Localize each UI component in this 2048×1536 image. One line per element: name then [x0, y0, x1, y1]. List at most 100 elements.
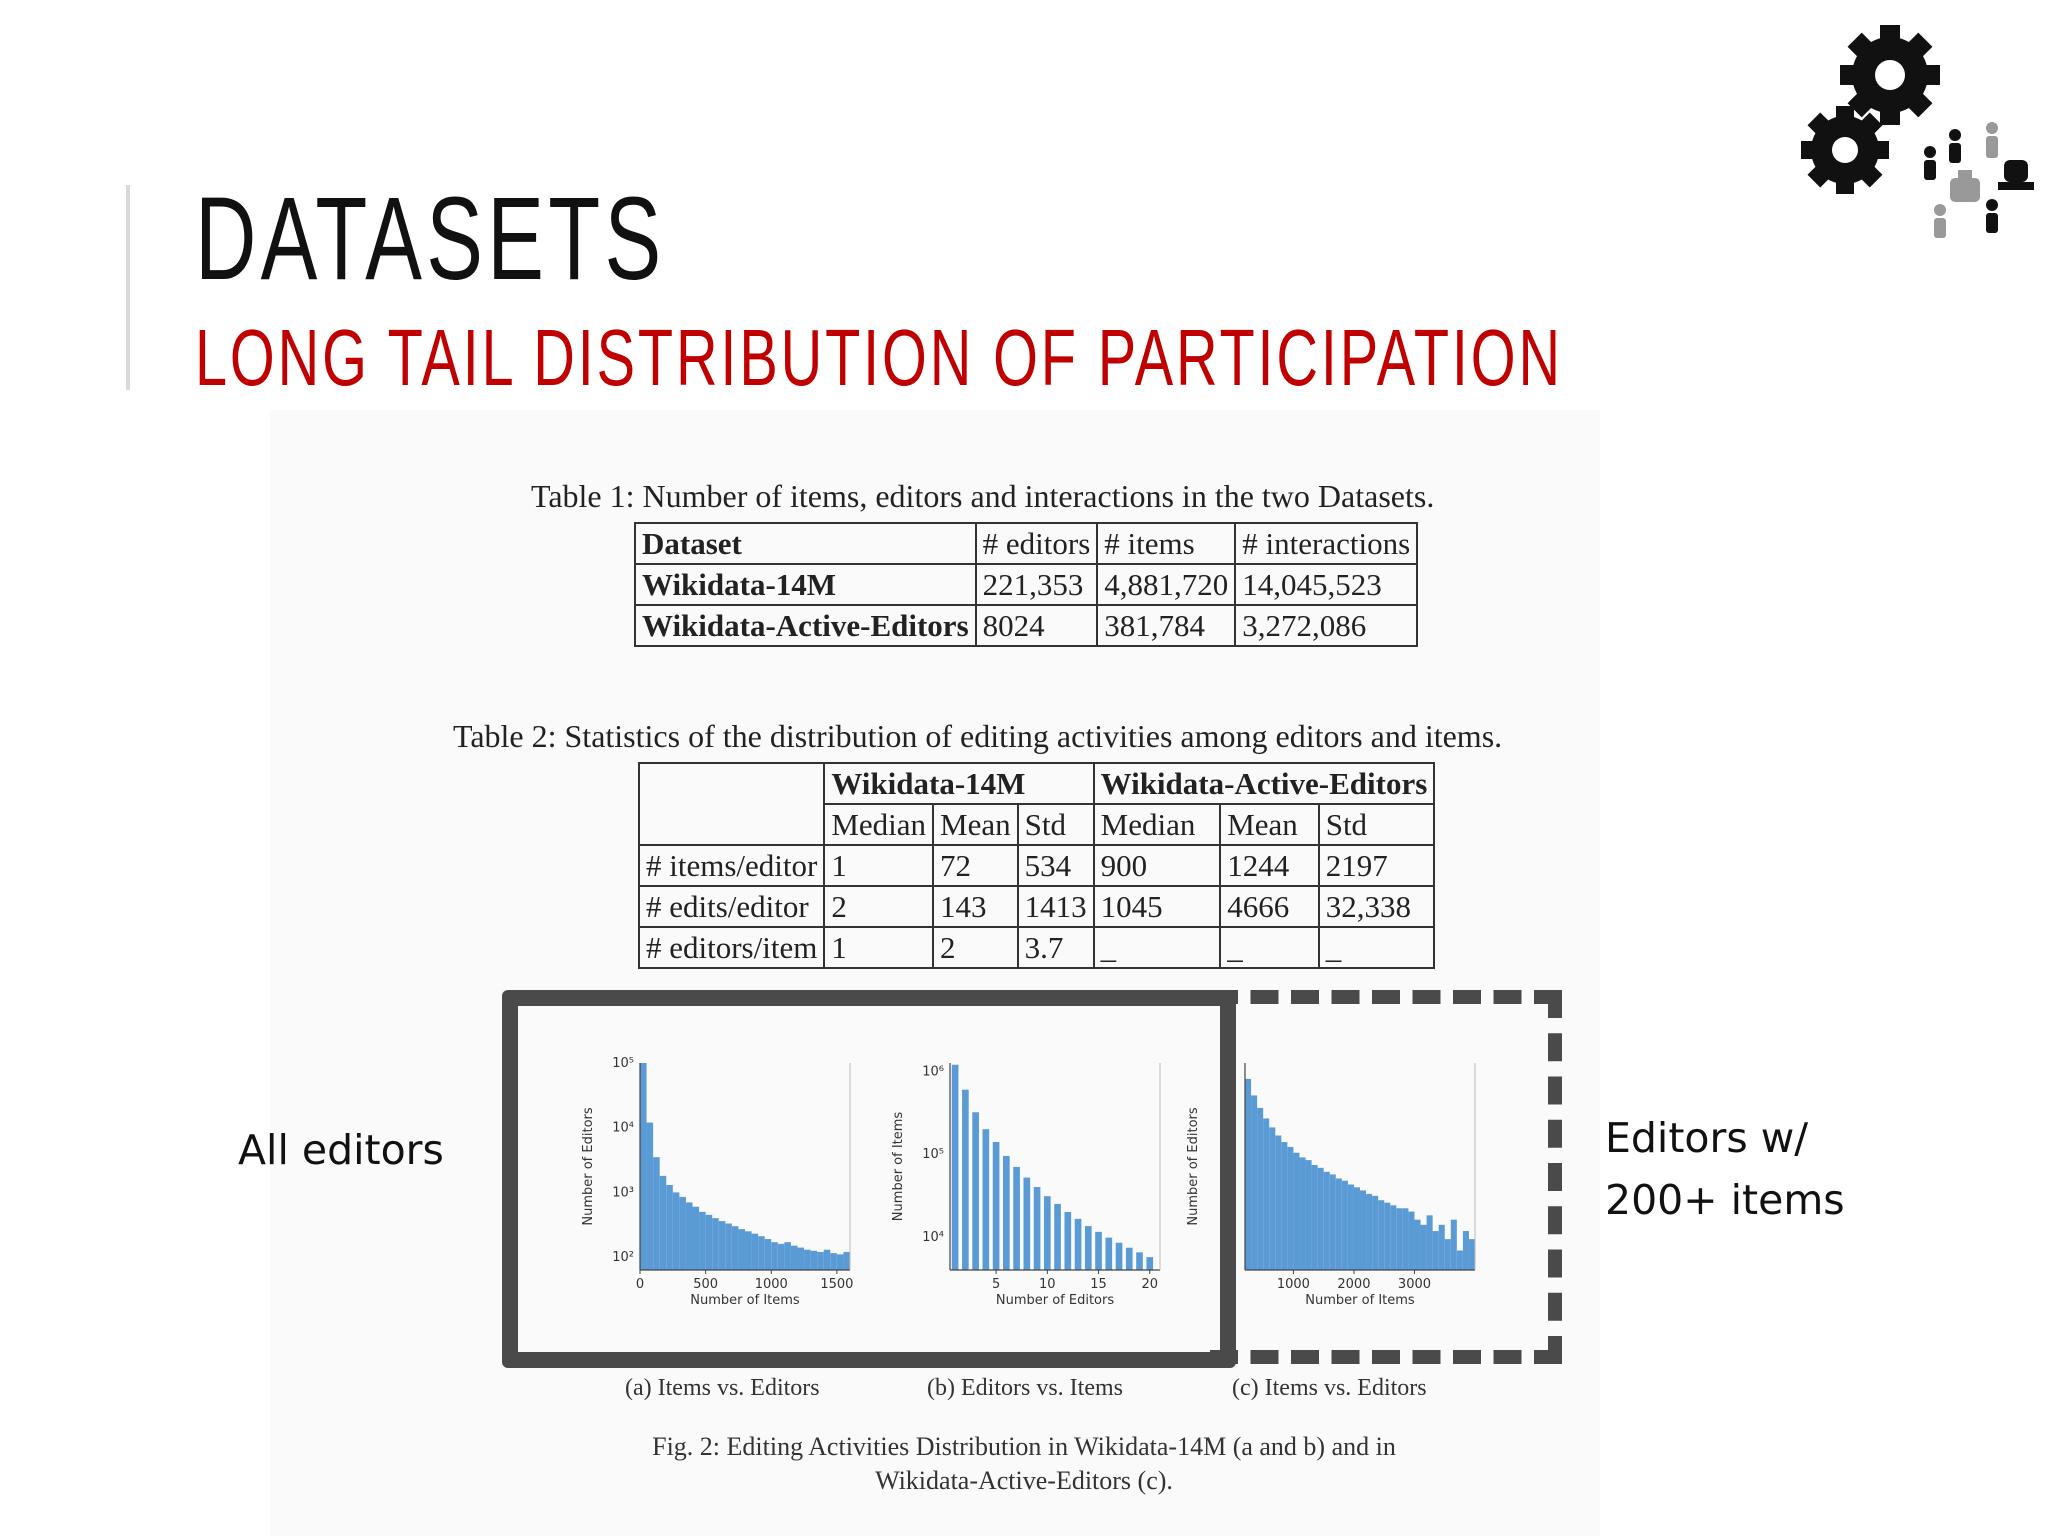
chart-bar: [1287, 1146, 1294, 1270]
table-cell: 1244: [1219, 844, 1320, 887]
figure-caption-line1: Fig. 2: Editing Activities Distribution …: [652, 1432, 1396, 1461]
chart-bar: [784, 1242, 791, 1270]
chart-bar: [962, 1089, 969, 1270]
table1-header: # interactions: [1234, 522, 1419, 565]
chart-editors-vs-items: 5 10 15 20 10⁴ 10⁵ 10⁶ Number of Editors Number …: [891, 1063, 1161, 1308]
chart-bar: [1105, 1237, 1113, 1270]
table-cell: 4666: [1219, 885, 1320, 928]
chart-bar: [712, 1218, 719, 1270]
chart-bar: [992, 1141, 1000, 1270]
chart-bar: [1013, 1166, 1020, 1270]
chart-bar: [1323, 1171, 1330, 1270]
chart-bar: [1329, 1174, 1336, 1270]
chart-bar: [659, 1175, 667, 1270]
chart-bar: [1450, 1219, 1457, 1270]
table-row: # items/editor 1 72 534 900 1244 2197: [637, 844, 1436, 887]
chart-bar: [1311, 1164, 1318, 1270]
chart-bar: [951, 1064, 959, 1270]
chart-bar: [1456, 1250, 1463, 1270]
chart-bar: [972, 1112, 979, 1270]
chart-bar: [1275, 1135, 1282, 1270]
chart-bar: [1281, 1142, 1288, 1270]
chart-y-axis-label: Number of Items: [891, 1112, 906, 1222]
table-cell: 900: [1092, 844, 1222, 887]
chart-y-tick-label: 10³: [612, 1185, 634, 1200]
gears-and-people-icon: [1801, 25, 2034, 238]
table2: Wikidata-14M Wikidata-Active-Editors Med…: [637, 762, 1436, 969]
chart-bar: [1023, 1177, 1031, 1270]
title-accent-bar: [126, 185, 130, 390]
figure-subcaption-a: (a) Items vs. Editors: [625, 1375, 820, 1401]
table-row: # edits/editor 2 143 1413 1045 4666 32,3…: [637, 885, 1436, 928]
table-cell: 14,045,523: [1234, 563, 1419, 606]
table-cell: 221,353: [974, 563, 1099, 606]
chart-x-tick-label: 0: [636, 1277, 644, 1292]
slide-subtitle: LONG TAIL DISTRIBUTION OF PARTICIPATION: [195, 313, 1563, 402]
chart-bar: [1426, 1215, 1433, 1270]
chart-bar: [1462, 1231, 1469, 1270]
chart-bar: [790, 1245, 798, 1270]
table-cell: 3,272,086: [1234, 604, 1419, 647]
table-cell: 534: [1016, 844, 1095, 887]
table-cell: 1: [823, 926, 935, 969]
chart-bar: [738, 1229, 745, 1270]
chart-bar: [982, 1129, 990, 1270]
chart-bar: [699, 1211, 706, 1270]
table1-caption: Table 1: Number of items, editors and in…: [531, 478, 1435, 514]
chart-x-axis-label: Number of Items: [690, 1293, 800, 1308]
table-cell: 72: [932, 844, 1019, 887]
chart-bar: [725, 1223, 732, 1270]
chart-bar: [1003, 1155, 1010, 1270]
chart-bar: [731, 1226, 739, 1270]
chart-bar: [1115, 1242, 1123, 1270]
chart-bar: [1444, 1239, 1451, 1270]
table-cell: 3.7: [1016, 926, 1095, 969]
chart-y-tick-label: 10²: [612, 1250, 634, 1265]
chart-bar: [1257, 1107, 1264, 1270]
table-row: Wikidata-14M 221,353 4,881,720 14,045,52…: [634, 563, 1419, 606]
table1-header-row: Dataset # editors # items # interactions: [634, 522, 1419, 565]
chart-bar: [653, 1157, 660, 1270]
chart-bar: [1084, 1226, 1092, 1270]
table-cell: _: [1219, 926, 1320, 969]
chart-x-tick-label: 5: [992, 1277, 1000, 1292]
table-cell: 2197: [1317, 844, 1436, 887]
chart-bar: [830, 1253, 837, 1270]
table-cell: Wikidata-Active-Editors: [634, 604, 977, 647]
active-editors-label-line1: Editors w/: [1605, 1114, 1809, 1162]
chart-bar: [1347, 1184, 1354, 1270]
table-row-label: # items/editor: [637, 844, 826, 887]
chart-bar: [1146, 1257, 1154, 1270]
table2-subheader: Mean: [932, 803, 1019, 846]
chart-bar: [1074, 1218, 1082, 1270]
chart-bar: [1378, 1200, 1385, 1270]
chart-x-tick-label: 1500: [820, 1277, 853, 1292]
table1-header: # items: [1096, 522, 1237, 565]
table2-subheader: Std: [1016, 803, 1095, 846]
chart-bar: [1269, 1127, 1276, 1270]
chart-bar: [1341, 1180, 1348, 1270]
chart-bar: [646, 1122, 654, 1270]
chart-y-axis-label: Number of Editors: [1186, 1107, 1201, 1225]
table2-group-header: Wikidata-14M: [823, 762, 1095, 805]
table2-caption: Table 2: Statistics of the distribution …: [453, 718, 1503, 754]
table2-group-row: Wikidata-14M Wikidata-Active-Editors: [637, 762, 1436, 846]
chart-bar: [1064, 1211, 1072, 1270]
chart-bar: [771, 1242, 778, 1270]
table-row-label: # edits/editor: [637, 885, 826, 928]
chart-bar: [777, 1243, 785, 1270]
table-cell: _: [1317, 926, 1436, 969]
chart-bar: [817, 1251, 824, 1270]
table-cell: 381,784: [1096, 604, 1237, 647]
table2-subheader: Mean: [1219, 803, 1320, 846]
chart-bar: [640, 1063, 647, 1270]
chart-x-tick-label: 2000: [1337, 1277, 1370, 1292]
active-editors-label-line2: 200+ items: [1605, 1176, 1845, 1224]
chart-bar: [672, 1192, 680, 1270]
chart-y-axis-label: Number of Editors: [581, 1107, 596, 1225]
chart-y-tick-label: 10⁵: [922, 1147, 944, 1162]
chart-bar: [745, 1231, 752, 1270]
chart-bar: [705, 1214, 713, 1270]
chart-x-axis-label: Number of Items: [1305, 1293, 1415, 1308]
